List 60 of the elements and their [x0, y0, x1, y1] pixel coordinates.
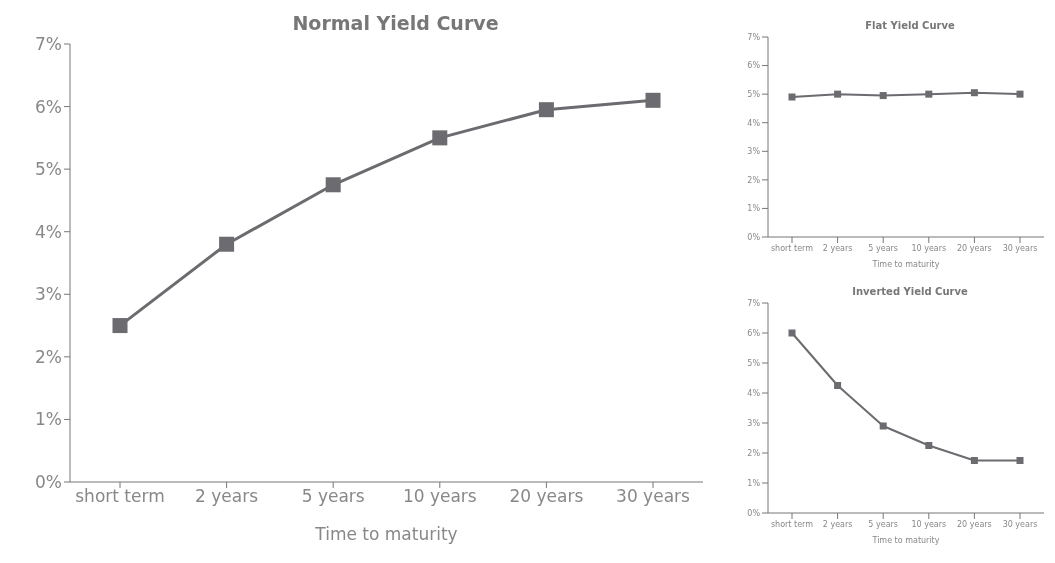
- y-tick-label: 0%: [747, 232, 761, 242]
- x-tick-label: 20 years: [509, 486, 584, 507]
- x-axis-title: Time to maturity: [871, 260, 940, 269]
- x-tick-label: 30 years: [1002, 243, 1038, 253]
- point: [112, 318, 128, 334]
- point: [970, 457, 978, 464]
- y-tick-label: 5%: [35, 159, 62, 180]
- x-tick-label: 5 years: [301, 486, 365, 507]
- chart-title: Flat Yield Curve: [864, 20, 956, 31]
- x-tick-label: 10 years: [911, 243, 947, 253]
- point: [925, 442, 933, 449]
- y-tick-label: 0%: [35, 472, 62, 493]
- y-tick-label: 6%: [747, 61, 761, 71]
- y-tick-label: 6%: [747, 328, 761, 338]
- x-tick-label: 2 years: [822, 243, 853, 253]
- y-tick-label: 3%: [747, 418, 761, 428]
- x-tick-label: 2 years: [822, 519, 853, 529]
- y-tick-label: 2%: [747, 175, 761, 185]
- x-tick-label: 10 years: [911, 519, 947, 529]
- x-tick-label: 30 years: [1002, 519, 1038, 529]
- y-tick-label: 4%: [35, 221, 62, 242]
- point: [788, 329, 796, 337]
- point: [834, 382, 842, 389]
- chart-title: Normal Yield Curve: [291, 12, 500, 34]
- y-tick-label: 4%: [747, 388, 761, 398]
- point: [325, 177, 341, 193]
- y-tick-label: 1%: [747, 478, 761, 488]
- x-tick-label: 5 years: [868, 243, 899, 253]
- point: [219, 236, 235, 252]
- y-tick-label: 5%: [747, 358, 761, 368]
- x-tick-label: short term: [770, 519, 814, 529]
- y-tick-label: 7%: [747, 298, 761, 308]
- y-tick-label: 3%: [747, 147, 761, 157]
- y-tick-label: 1%: [35, 409, 62, 430]
- point: [1016, 457, 1024, 464]
- x-axis-title: Time to maturity: [871, 536, 940, 545]
- x-tick-label: 30 years: [616, 486, 691, 507]
- y-tick-label: 5%: [747, 89, 761, 99]
- x-tick-label: 20 years: [957, 519, 992, 529]
- y-tick-label: 7%: [747, 32, 761, 42]
- x-axis-title: Time to maturity: [314, 524, 458, 544]
- point: [432, 130, 448, 146]
- y-tick-label: 2%: [747, 448, 761, 458]
- y-tick-label: 4%: [747, 118, 761, 128]
- x-tick-label: short term: [770, 243, 814, 253]
- x-tick-label: 2 years: [195, 486, 259, 507]
- y-tick-label: 3%: [35, 284, 62, 305]
- y-tick-label: 0%: [747, 508, 761, 518]
- x-tick-label: 10 years: [402, 486, 477, 507]
- y-tick-label: 7%: [35, 34, 62, 55]
- x-tick-label: short term: [75, 486, 165, 507]
- point: [879, 422, 887, 430]
- y-tick-label: 6%: [35, 96, 62, 117]
- x-tick-label: 5 years: [868, 519, 899, 529]
- point: [538, 102, 554, 118]
- chart-title: Inverted Yield Curve: [851, 286, 969, 297]
- x-tick-label: 20 years: [957, 243, 992, 253]
- y-tick-label: 1%: [747, 204, 761, 214]
- point: [645, 92, 661, 108]
- y-tick-label: 2%: [35, 346, 62, 367]
